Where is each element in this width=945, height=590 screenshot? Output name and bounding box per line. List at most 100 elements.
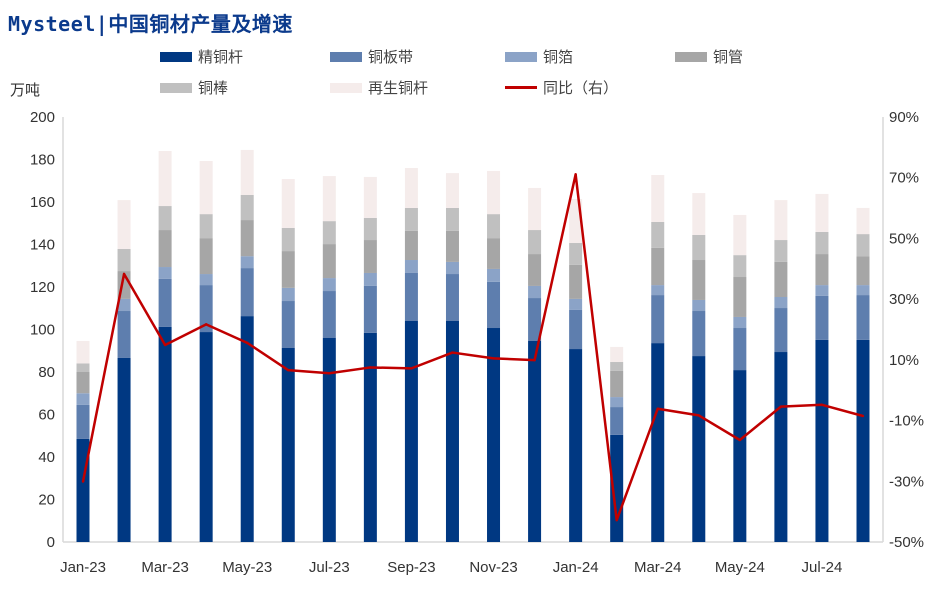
y2-tick-label: 50% [889,230,919,247]
yoy-point [492,357,495,360]
bar-segment [774,240,788,262]
bar-segment [610,397,624,408]
bar-segment [281,179,295,228]
yoy-point [246,341,249,345]
yoy-point [328,372,331,375]
legend-item-copper-tube: 铜管 [675,46,743,67]
bar-segment [487,238,501,269]
bar-segment [610,434,624,542]
y-tick-label: 40 [38,449,55,466]
yoy-point [738,438,742,442]
bar-segment [651,295,665,344]
bar-segment [322,338,336,542]
bar-segment [528,230,542,255]
bar-segment [404,272,418,321]
bar-segment [733,370,747,542]
legend-label: 铜板带 [368,48,414,66]
bar-segment [404,260,418,273]
bar-segment [117,200,131,249]
bar-segment [76,363,90,372]
x-tick-label: Mar-23 [141,559,189,576]
bar-segment [240,220,254,257]
bar-segment [569,264,583,299]
bar-segment [815,254,829,286]
bar-segment [692,260,706,300]
bar-segment [733,214,747,256]
yoy-point [369,366,372,369]
y-tick-label: 160 [30,194,55,211]
yoy-point [779,405,783,408]
y-tick-label: 140 [30,237,55,254]
bar-segment [240,268,254,317]
yoy-point [163,343,167,347]
yoy-point [287,368,290,372]
yoy-point [656,407,659,410]
x-tick-label: Jan-24 [553,559,599,576]
bar-segment [733,255,747,278]
bar-segment [199,285,213,333]
bar-segment [322,244,336,279]
legend-label: 铜棒 [198,79,229,97]
yoy-point [81,480,85,483]
y2-tick-label: 90% [889,109,919,126]
bar-segment [651,285,665,296]
legend-label: 再生铜杆 [368,79,429,97]
x-tick-label: Nov-23 [469,559,517,576]
bar-segment [610,346,624,363]
legend-swatch [505,86,537,89]
bar-segment [487,268,501,282]
bar-segment [528,187,542,231]
legend-label: 同比（右） [543,79,619,97]
legend-item-copper-bar: 铜棒 [160,77,228,98]
y2-tick-label: -50% [889,534,924,551]
bar-segment [322,291,336,338]
x-tick-label: May-24 [715,559,765,576]
bar-segment [692,299,706,312]
legend-item-copper-strip: 铜板带 [330,46,413,67]
yoy-point [410,367,413,370]
bar-segment [404,230,418,261]
bar-segment [158,151,172,207]
bar-segment [569,309,583,350]
bar-segment [856,207,870,235]
yoy-line [81,173,864,522]
legend-swatch [330,51,362,62]
bar-segment [733,328,747,371]
y-tick-label: 0 [47,534,55,551]
bar-segment [610,370,624,398]
bar-segment [651,221,665,248]
bar-segment [815,295,829,340]
bar-segment [199,274,213,286]
bar-segment [733,277,747,317]
bar-segment [240,149,254,195]
bar-segment [363,240,377,273]
bar-segment [281,347,295,542]
bar-segment [199,160,213,215]
y2-tick-label: 10% [889,352,919,369]
bar-segment [651,343,665,542]
bar-segment [569,349,583,542]
bar-segment [569,298,583,310]
legend-label: 铜管 [713,48,744,66]
bar-segment [363,176,377,218]
bar-segment [487,281,501,329]
bar-segment [363,332,377,542]
legend-swatch [160,51,192,62]
y-tick-label: 80 [38,364,55,381]
y-tick-label: 120 [30,279,55,296]
bar-segment [610,362,624,371]
bar-segment [363,285,377,333]
bar-segment [158,267,172,279]
bar-segment [528,340,542,542]
bar-segment [363,217,377,241]
bar-segment [528,298,542,341]
bar-segment [815,193,829,232]
bar-segment [774,296,788,309]
bar-segment [774,261,788,297]
bar-segment [610,407,624,435]
bar-segment [856,234,870,257]
bar-segment [692,234,706,261]
y2-tick-label: -30% [889,473,924,490]
bar-segment [445,207,459,231]
bar-segment [487,170,501,215]
